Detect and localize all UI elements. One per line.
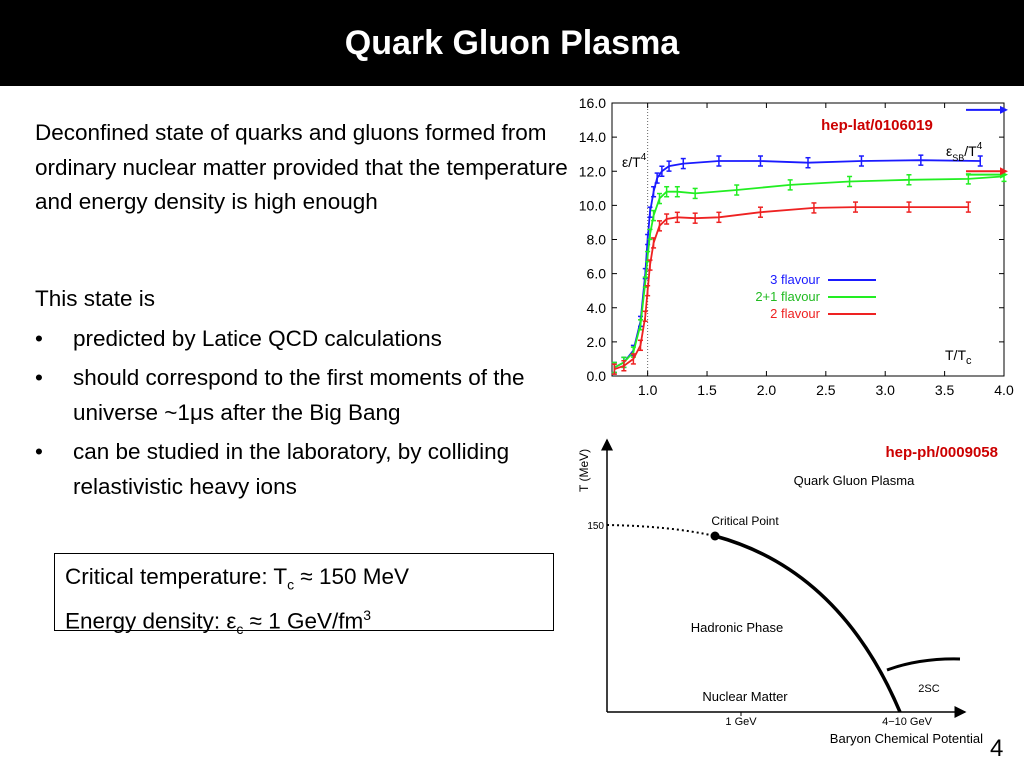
lattice-qcd-chart: 1.0 1.5 2.0 2.5 3.0 3.5 4.0 0.0 2.0 4.0 6.0 8.0 10.0… [579,96,1014,398]
bullet-marker: • [35,439,43,464]
x-axis-label: T/Tc [945,347,972,367]
y-axis-label: T (MeV) [577,449,591,492]
y-tick-label: 6.0 [587,266,607,282]
page-number: 4 [990,735,1004,762]
x-tick-label-1gev: 1 GeV [725,716,757,728]
state-heading: This state is [35,286,156,311]
bullet-marker: • [35,365,43,390]
bullet-text: should correspond to the first moments o… [73,365,525,425]
slide-title: Quark Gluon Plasma [344,23,680,62]
phase-diagram: T (MeV) hep-ph/0009058 Quark Gluon Plasm… [577,438,998,746]
critical-temperature-sub: c [287,576,295,593]
sb-arrowhead-3-flavour [1000,105,1008,114]
critical-temperature-label: Critical temperature: T [65,564,288,589]
energy-density-line: Energy density: εc ≈ 1 GeV/fm3 [65,600,543,644]
y-tick-label: 12.0 [579,163,606,179]
annotation-hep-ph: hep-ph/0009058 [885,444,998,461]
intro-block: Deconfined state of quarks and gluons fo… [35,116,575,220]
series-line-2-flavour [614,206,969,371]
energy-density-label: Energy density: ε [65,608,237,633]
x-tick-label: 1.0 [638,382,658,398]
x-tick-label: 3.5 [935,382,955,398]
legend-label-2-flavour: 2 flavour [770,306,821,321]
legend: 3 flavour 2+1 flavour 2 flavour [755,272,876,321]
csc-boundary [886,657,961,672]
y-tick-label: 16.0 [579,96,606,111]
region-critical: Critical Point [711,514,779,528]
region-nuclear: Nuclear Matter [702,689,788,704]
y-tick-150: 150 [587,521,604,532]
x-tick-label: 1.5 [697,382,717,398]
bullet-text: predicted by Latice QCD calculations [73,325,442,351]
title-bar: Quark Gluon Plasma [0,0,1024,86]
plot-frame [611,102,1005,377]
bullet-item: • should correspond to the first moments … [35,361,575,430]
bullet-item: • can be studied in the laboratory, by co… [35,435,575,504]
y-tick-label: 2.0 [587,334,607,350]
bullet-item: • predicted by Latice QCD calculations [35,322,575,357]
energy-density-sup: 3 [363,606,372,623]
region-qgp: Quark Gluon Plasma [794,473,915,488]
x-tick-label: 4.0 [994,382,1014,398]
region-csc: 2SC [918,683,939,695]
x-axis-label: Baryon Chemical Potential [830,731,983,746]
critical-temperature-line: Critical temperature: Tc ≈ 150 MeV [65,562,543,600]
annotation-hep-lat: hep-lat/0106019 [821,117,933,134]
energy-density-sub: c [236,620,244,637]
y-tick-label: 14.0 [579,129,606,145]
x-tick-label: 2.5 [816,382,836,398]
critical-values-box: Critical temperature: Tc ≈ 150 MeV Energ… [54,553,554,637]
intro-text: Deconfined state of quarks and gluons fo… [35,120,568,214]
x-tick-label-4-10gev: 4−10 GeV [882,716,933,728]
energy-density-value: ≈ 1 GeV/fm [243,608,364,633]
x-tick-label: 2.0 [757,382,777,398]
legend-label-2p1-flavour: 2+1 flavour [755,289,820,304]
y-axis-label: ε/T4 [622,152,647,170]
axis-ticks: 1.0 1.5 2.0 2.5 3.0 3.5 4.0 0.0 2.0 4.0 6.0 8.0 10.0… [579,96,1014,398]
y-tick-label: 10.0 [579,197,606,213]
sb-label: εSB/T4 [946,141,983,163]
bullet-list: • predicted by Latice QCD calculations • s… [35,322,575,505]
phase-boundary [714,534,902,713]
y-tick-label: 0.0 [587,368,607,384]
y-tick-label: 4.0 [587,300,607,316]
sb-arrowhead-2-flavour [1000,167,1008,176]
series-layer [611,105,1008,375]
legend-label-3-flavour: 3 flavour [770,272,821,287]
bullet-text: can be studied in the laboratory, by col… [73,439,510,499]
critical-temperature-value: ≈ 150 MeV [294,564,410,589]
region-hadronic: Hadronic Phase [691,620,784,635]
crossover-line [606,524,716,537]
bullet-marker: • [35,325,43,351]
x-tick-label: 3.0 [875,382,895,398]
y-tick-label: 8.0 [587,232,607,248]
state-block: This state is • predicted by Latice QCD c… [35,282,575,509]
